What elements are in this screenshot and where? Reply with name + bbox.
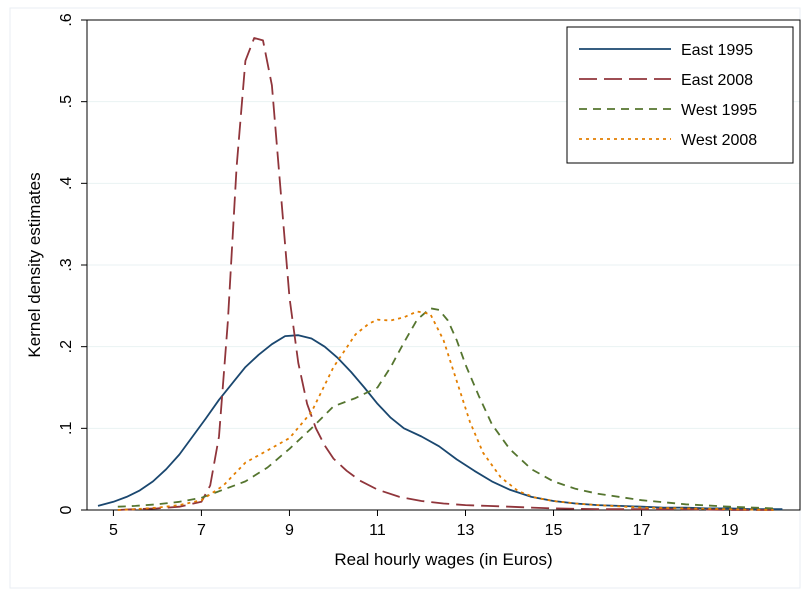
x-tick-label: 7 xyxy=(197,522,206,539)
x-tick-label: 19 xyxy=(721,522,739,539)
y-tick-label: .2 xyxy=(58,340,75,353)
series-line-east-1995 xyxy=(97,334,783,511)
y-tick-label: .6 xyxy=(58,13,75,26)
y-tick-label: 0 xyxy=(58,505,75,514)
legend-label: East 2008 xyxy=(681,72,753,89)
y-tick-label: .4 xyxy=(58,177,75,190)
legend: East 1995 East 2008 West 1995 West 2008 xyxy=(566,26,794,164)
y-axis-title: Kernel density estimates xyxy=(25,172,44,357)
legend-label: West 1995 xyxy=(681,102,757,119)
x-axis-title: Real hourly wages (in Euros) xyxy=(334,550,552,569)
x-tick-label: 11 xyxy=(369,522,386,539)
y-tick-label: .3 xyxy=(58,258,75,271)
legend-box xyxy=(566,26,794,164)
x-tick-label: 9 xyxy=(285,522,294,539)
x-tick-label: 13 xyxy=(457,522,475,539)
y-tick-label: .5 xyxy=(58,95,75,108)
legend-label: East 1995 xyxy=(681,42,753,59)
legend-label: West 2008 xyxy=(681,132,757,149)
axes: 0 .1 .2 .3 .4 .5 .6 5 7 9 11 13 15 17 19 xyxy=(58,13,739,539)
y-tick-label: .1 xyxy=(58,422,75,435)
x-tick-label: 5 xyxy=(109,522,118,539)
series-line-west-1995 xyxy=(117,307,774,510)
series-line-east-2008 xyxy=(117,37,774,511)
x-tick-label: 17 xyxy=(633,522,651,539)
x-tick-label: 15 xyxy=(545,522,563,539)
series-lines xyxy=(97,37,783,511)
